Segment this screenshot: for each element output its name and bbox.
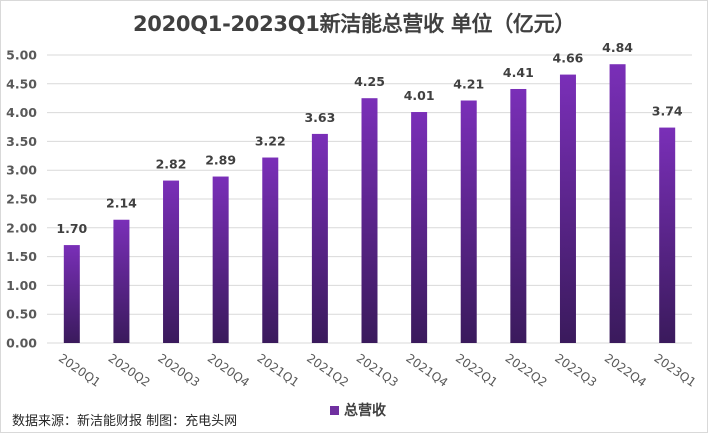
x-tick-label: 2021Q1 — [255, 351, 302, 390]
data-label: 3.63 — [304, 110, 335, 125]
data-source-note: 数据来源：新洁能财报 制图：充电头网 — [12, 414, 238, 429]
x-tick-label: 2022Q1 — [453, 351, 500, 390]
bar-2020Q4 — [212, 176, 229, 343]
chart-title: 2020Q1-2023Q1新洁能总营收 单位（亿元） — [132, 12, 576, 36]
bar-2020Q2 — [113, 219, 130, 343]
y-tick-label: 1.00 — [6, 278, 37, 293]
y-tick-label: 2.00 — [6, 220, 37, 235]
x-tick-label: 2020Q4 — [205, 351, 252, 390]
data-label: 4.66 — [553, 51, 584, 66]
bar-2022Q3 — [559, 74, 576, 344]
x-tick-label: 2022Q3 — [552, 351, 599, 390]
y-tick-label: 3.50 — [6, 134, 37, 149]
data-label: 4.84 — [602, 40, 633, 55]
x-tick-label: 2023Q1 — [651, 351, 698, 390]
legend-label: 总营收 — [344, 403, 386, 419]
y-tick-label: 0.50 — [6, 307, 37, 322]
y-tick-label: 4.00 — [6, 105, 37, 120]
x-tick-label: 2021Q2 — [304, 351, 351, 390]
x-tick-label: 2020Q2 — [106, 351, 153, 390]
data-label: 3.74 — [652, 104, 683, 119]
y-tick-label: 3.00 — [6, 163, 37, 178]
x-tick-label: 2021Q3 — [354, 351, 401, 390]
data-label: 2.89 — [205, 153, 236, 168]
data-label: 3.22 — [255, 134, 286, 149]
bar-2022Q2 — [510, 88, 527, 343]
bar-2021Q3 — [361, 98, 378, 343]
bar-2021Q1 — [262, 157, 279, 343]
bar-2020Q1 — [63, 245, 80, 343]
x-tick-label: 2022Q4 — [602, 351, 649, 390]
bar-2023Q1 — [659, 127, 676, 344]
bar-2022Q1 — [460, 100, 477, 343]
data-label: 4.25 — [354, 74, 385, 89]
x-tick-label: 2020Q1 — [56, 351, 103, 390]
y-tick-label: 0.00 — [6, 336, 37, 351]
data-label: 4.21 — [453, 77, 484, 92]
x-tick-label: 2022Q2 — [503, 351, 550, 390]
x-tick-label: 2021Q4 — [403, 351, 450, 390]
data-label: 4.01 — [404, 88, 435, 103]
data-label: 2.82 — [156, 157, 187, 172]
y-tick-label: 2.50 — [6, 192, 37, 207]
legend-swatch — [330, 405, 339, 415]
bar-2021Q4 — [411, 112, 428, 343]
data-label: 1.70 — [56, 221, 87, 236]
bar-2022Q4 — [609, 64, 626, 343]
data-label: 4.41 — [503, 65, 534, 80]
y-tick-label: 4.50 — [6, 76, 37, 91]
legend: 总营收 — [330, 400, 386, 420]
x-tick-label: 2020Q3 — [155, 351, 202, 390]
bar-2020Q3 — [163, 180, 180, 343]
y-tick-label: 1.50 — [6, 249, 37, 264]
data-label: 2.14 — [106, 196, 137, 211]
bar-2021Q2 — [311, 133, 328, 343]
y-tick-label: 5.00 — [6, 48, 37, 63]
